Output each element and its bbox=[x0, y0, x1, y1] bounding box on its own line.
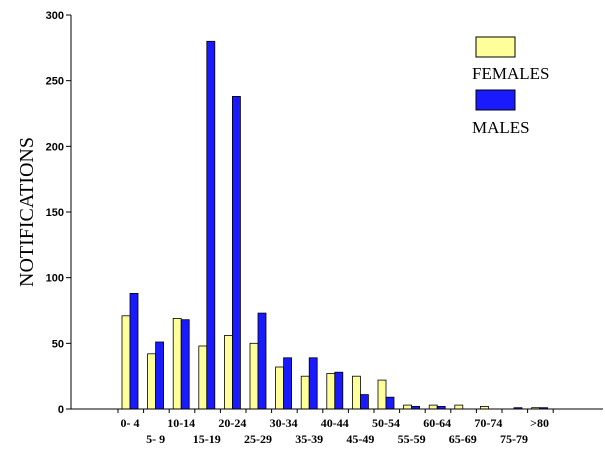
x-tick-label: 15-19 bbox=[193, 432, 221, 446]
x-tick-label: 10-14 bbox=[167, 416, 195, 430]
x-tick-label: 20-24 bbox=[218, 416, 246, 430]
x-tick-label: 25-29 bbox=[244, 432, 272, 446]
y-tick-label: 200 bbox=[46, 141, 64, 153]
bar-males-1 bbox=[155, 341, 165, 410]
x-tick-label: 65-69 bbox=[449, 432, 477, 446]
bar-males-3 bbox=[206, 40, 216, 410]
bar-males-6 bbox=[283, 357, 293, 410]
y-tick-label: 250 bbox=[46, 76, 64, 88]
y-tick-label: 50 bbox=[52, 338, 64, 350]
x-tick-label: 40-44 bbox=[321, 416, 349, 430]
y-tick-label: 100 bbox=[46, 273, 64, 285]
bar-females-5 bbox=[249, 342, 259, 410]
bar-females-6 bbox=[275, 366, 285, 410]
legend-swatch-males bbox=[475, 89, 516, 111]
x-tick-label: >80 bbox=[530, 416, 549, 430]
x-tick-label: 60-64 bbox=[423, 416, 451, 430]
x-tick-label: 0- 4 bbox=[121, 416, 140, 430]
bar-males-9 bbox=[359, 394, 369, 410]
bars bbox=[121, 40, 548, 410]
bar-females-12 bbox=[428, 404, 438, 410]
legend: FEMALES MALES bbox=[472, 36, 549, 137]
x-tick-label: 50-54 bbox=[372, 416, 400, 430]
legend-swatch-females bbox=[475, 36, 516, 58]
bar-females-13 bbox=[454, 404, 464, 410]
bar-males-2 bbox=[180, 319, 190, 410]
bar-males-5 bbox=[257, 312, 267, 410]
bar-females-2 bbox=[172, 317, 182, 410]
bar-females-0 bbox=[121, 315, 131, 410]
bar-females-8 bbox=[326, 373, 336, 410]
bar-females-9 bbox=[351, 375, 361, 410]
bar-females-10 bbox=[377, 379, 387, 410]
bar-females-7 bbox=[300, 375, 310, 410]
y-axis-label: NOTIFICATIONS bbox=[16, 137, 38, 287]
bar-males-4 bbox=[231, 96, 241, 410]
legend-label-males: MALES bbox=[472, 118, 530, 137]
bar-females-3 bbox=[198, 345, 208, 410]
y-tick-label: 0 bbox=[58, 404, 64, 416]
x-tick-label: 30-34 bbox=[270, 416, 298, 430]
bar-females-1 bbox=[147, 353, 157, 410]
bar-males-8 bbox=[334, 371, 344, 410]
y-tick-label: 150 bbox=[46, 207, 64, 219]
x-tick-label: 35-39 bbox=[295, 432, 323, 446]
bar-females-4 bbox=[223, 335, 233, 410]
x-tick-label: 5- 9 bbox=[146, 432, 165, 446]
x-tick-label: 45-49 bbox=[346, 432, 374, 446]
x-tick-label: 75-79 bbox=[500, 432, 528, 446]
x-tick-label: 70-74 bbox=[474, 416, 502, 430]
bar-males-0 bbox=[129, 292, 139, 410]
y-tick-label: 300 bbox=[46, 10, 64, 22]
bar-males-7 bbox=[308, 357, 318, 410]
x-axis-ticks: 0- 4 5- 910-14 15-19 20-24 25-29 30-34 35-39 40… bbox=[117, 409, 554, 446]
bar-males-10 bbox=[385, 396, 395, 410]
legend-label-females: FEMALES bbox=[472, 64, 549, 83]
x-tick-label: 55-59 bbox=[398, 432, 426, 446]
y-axis-ticks: 0 50 100 150 200 250 300 bbox=[46, 10, 71, 416]
bar-females-11 bbox=[403, 404, 413, 410]
